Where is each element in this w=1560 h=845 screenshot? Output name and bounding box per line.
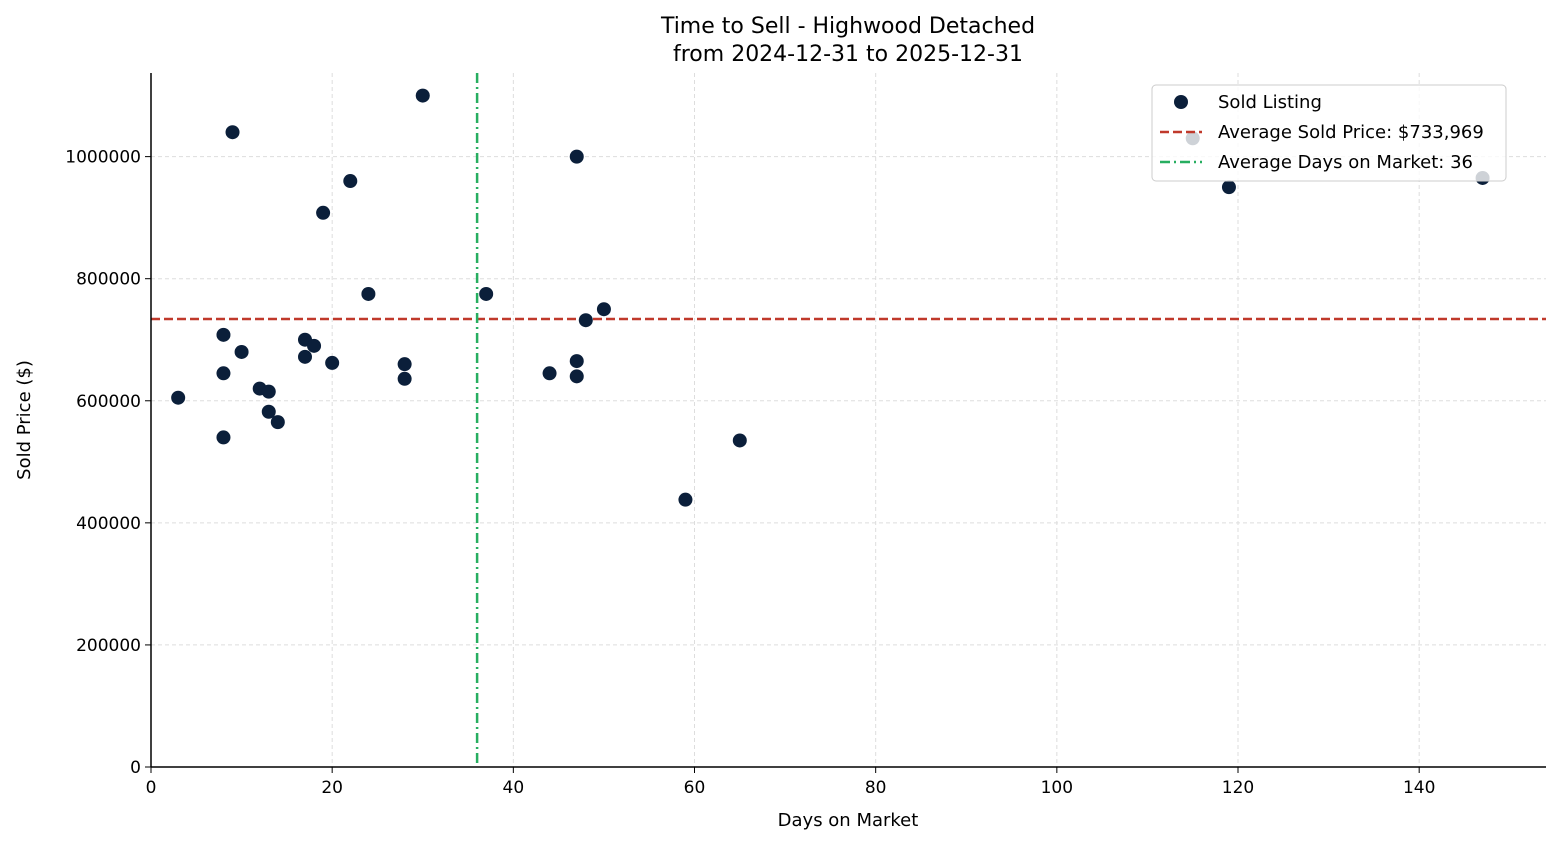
data-point	[569, 149, 584, 164]
legend-marker-points	[1174, 95, 1188, 109]
data-point	[270, 415, 285, 430]
data-point	[732, 433, 747, 448]
x-tick-label: 60	[684, 778, 706, 798]
data-point	[261, 384, 276, 399]
y-tick-label: 0	[130, 758, 141, 778]
x-tick-label: 100	[1041, 778, 1073, 798]
x-axis-label: Days on Market	[778, 810, 919, 831]
y-tick-label: 200000	[76, 636, 141, 656]
x-tick-label: 40	[503, 778, 525, 798]
data-point	[479, 286, 494, 301]
x-tick-label: 80	[865, 778, 887, 798]
data-point	[171, 390, 186, 405]
data-point	[397, 357, 412, 372]
chart-title: Time to Sell - Highwood Detached	[660, 14, 1035, 39]
data-point	[1221, 180, 1236, 195]
data-point	[678, 492, 693, 507]
x-tick-label: 0	[146, 778, 157, 798]
data-point	[542, 366, 557, 381]
y-tick-label: 800000	[76, 270, 141, 290]
x-tick-label: 20	[321, 778, 343, 798]
data-point	[234, 344, 249, 359]
x-tick-label: 120	[1222, 778, 1254, 798]
data-point	[569, 369, 584, 384]
chart-subtitle: from 2024-12-31 to 2025-12-31	[673, 42, 1023, 67]
legend-label-avg-price: Average Sold Price: $733,969	[1218, 122, 1484, 143]
y-axis-label: Sold Price ($)	[14, 360, 35, 480]
data-point	[397, 371, 412, 386]
data-point	[415, 88, 430, 103]
data-point	[325, 355, 340, 370]
data-point	[216, 430, 231, 445]
data-point	[307, 338, 322, 353]
data-point	[261, 404, 276, 419]
data-point	[297, 349, 312, 364]
data-point	[361, 286, 376, 301]
data-point	[578, 313, 593, 328]
y-tick-label: 600000	[76, 392, 141, 412]
y-tick-label: 400000	[76, 514, 141, 534]
legend-label-avg-days: Average Days on Market: 36	[1218, 152, 1473, 173]
data-point	[316, 205, 331, 220]
data-point	[216, 327, 231, 342]
legend-label-points: Sold Listing	[1218, 92, 1322, 113]
x-tick-label: 140	[1403, 778, 1435, 798]
data-point	[343, 174, 358, 189]
data-point	[596, 302, 611, 317]
y-tick-label: 1000000	[65, 148, 141, 168]
legend: Sold Listing Average Sold Price: $733,96…	[1151, 84, 1507, 182]
data-point	[225, 125, 240, 140]
data-point	[216, 366, 231, 381]
data-point	[569, 354, 584, 369]
